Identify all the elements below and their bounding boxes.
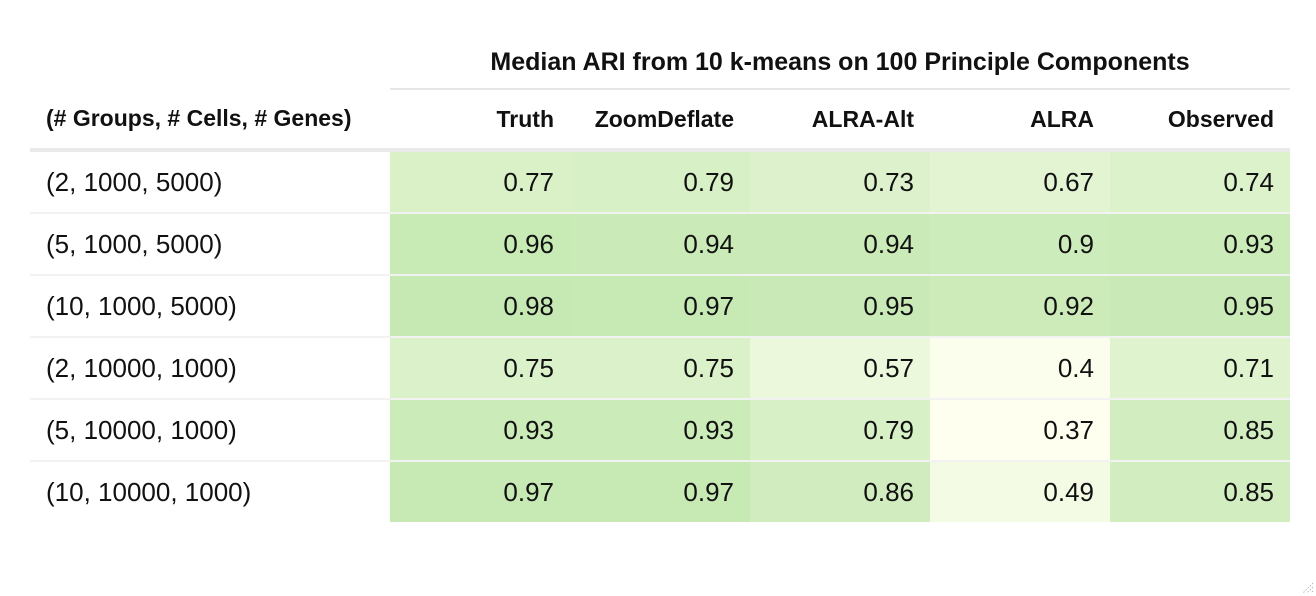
value-cell: 0.92	[930, 274, 1110, 337]
resize-handle-icon[interactable]	[1300, 580, 1314, 594]
row-label: (5, 10000, 1000)	[30, 398, 390, 461]
value-cell: 0.98	[390, 274, 570, 337]
stub-header: (# Groups, # Cells, # Genes)	[30, 89, 390, 152]
value-cell: 0.94	[750, 212, 930, 275]
value-cell: 0.97	[390, 460, 570, 522]
value-cell: 0.93	[1110, 212, 1291, 275]
table-row: (2, 1000, 5000) 0.77 0.79 0.73 0.67 0.74	[30, 149, 1291, 213]
value-cell: 0.4	[930, 336, 1110, 399]
value-cell: 0.97	[570, 460, 750, 522]
value-cell: 0.75	[390, 336, 570, 399]
row-label: (2, 1000, 5000)	[30, 149, 390, 213]
table-row: (2, 10000, 1000) 0.75 0.75 0.57 0.4 0.71	[30, 336, 1291, 399]
ari-table-container: Median ARI from 10 k-means on 100 Princi…	[30, 36, 1291, 522]
spanner-row: Median ARI from 10 k-means on 100 Princi…	[30, 36, 1291, 90]
column-header-row: (# Groups, # Cells, # Genes) Truth ZoomDe…	[30, 89, 1291, 152]
value-cell: 0.95	[750, 274, 930, 337]
value-cell: 0.71	[1110, 336, 1291, 399]
value-cell: 0.93	[570, 398, 750, 461]
value-cell: 0.37	[930, 398, 1110, 461]
row-label: (10, 1000, 5000)	[30, 274, 390, 337]
ari-table: Median ARI from 10 k-means on 100 Princi…	[30, 36, 1291, 522]
value-cell: 0.93	[390, 398, 570, 461]
table-row: (10, 1000, 5000) 0.98 0.97 0.95 0.92 0.95	[30, 274, 1291, 337]
column-header-alra-alt: ALRA-Alt	[750, 89, 930, 152]
column-header-alra: ALRA	[930, 89, 1110, 152]
column-header-truth: Truth	[390, 89, 570, 152]
value-cell: 0.85	[1110, 398, 1291, 461]
value-cell: 0.74	[1110, 149, 1291, 213]
value-cell: 0.75	[570, 336, 750, 399]
value-cell: 0.97	[570, 274, 750, 337]
row-label: (2, 10000, 1000)	[30, 336, 390, 399]
value-cell: 0.73	[750, 149, 930, 213]
column-header-zoomdeflate: ZoomDeflate	[570, 89, 750, 152]
table-header: Median ARI from 10 k-means on 100 Princi…	[30, 36, 1291, 152]
table-row: (5, 1000, 5000) 0.96 0.94 0.94 0.9 0.93	[30, 212, 1291, 275]
value-cell: 0.96	[390, 212, 570, 275]
spanner-empty	[30, 36, 390, 89]
row-label: (5, 1000, 5000)	[30, 212, 390, 275]
column-header-observed: Observed	[1110, 89, 1291, 152]
value-cell: 0.94	[570, 212, 750, 275]
value-cell: 0.77	[390, 149, 570, 213]
table-row: (5, 10000, 1000) 0.93 0.93 0.79 0.37 0.85	[30, 398, 1291, 461]
value-cell: 0.9	[930, 212, 1110, 275]
value-cell: 0.86	[750, 460, 930, 522]
value-cell: 0.67	[930, 149, 1110, 213]
table-row: (10, 10000, 1000) 0.97 0.97 0.86 0.49 0.85	[30, 460, 1291, 522]
spanner-title: Median ARI from 10 k-means on 100 Princi…	[390, 36, 1291, 90]
value-cell: 0.85	[1110, 460, 1291, 522]
table-body: (2, 1000, 5000) 0.77 0.79 0.73 0.67 0.74 (5, 1…	[30, 149, 1291, 522]
value-cell: 0.79	[750, 398, 930, 461]
value-cell: 0.79	[570, 149, 750, 213]
value-cell: 0.95	[1110, 274, 1291, 337]
row-label: (10, 10000, 1000)	[30, 460, 390, 522]
value-cell: 0.49	[930, 460, 1110, 522]
value-cell: 0.57	[750, 336, 930, 399]
